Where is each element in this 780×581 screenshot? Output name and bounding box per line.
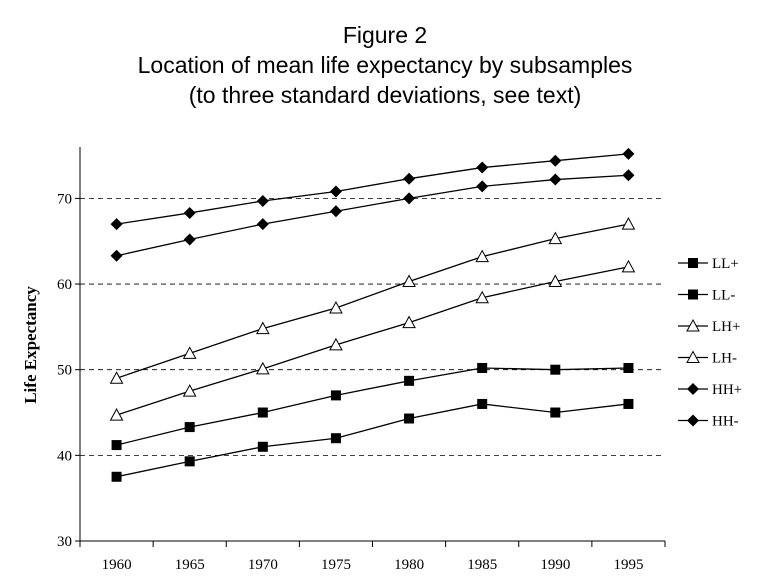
marker xyxy=(548,274,563,287)
marker xyxy=(477,362,488,373)
marker xyxy=(256,218,269,231)
x-tick-label: 1980 xyxy=(394,557,424,573)
marker xyxy=(404,375,415,386)
x-tick-label: 1965 xyxy=(175,557,205,573)
marker xyxy=(183,206,196,219)
marker xyxy=(110,249,123,262)
marker xyxy=(622,147,635,160)
series-line xyxy=(116,367,629,446)
legend-label: LH+ xyxy=(712,319,740,335)
marker xyxy=(623,398,634,409)
marker xyxy=(402,274,416,287)
legend-label: LL- xyxy=(712,288,735,304)
marker xyxy=(621,217,636,230)
marker xyxy=(111,440,122,451)
marker xyxy=(110,218,123,231)
marker xyxy=(403,172,416,185)
marker xyxy=(402,315,416,329)
legend-marker xyxy=(687,383,699,395)
marker xyxy=(403,192,416,205)
marker xyxy=(476,161,489,174)
marker xyxy=(549,173,562,186)
legend-marker xyxy=(688,289,698,300)
marker xyxy=(330,390,341,401)
marker xyxy=(109,371,124,384)
marker xyxy=(183,233,196,246)
x-tick-label: 1985 xyxy=(467,557,497,573)
marker xyxy=(256,194,269,207)
marker xyxy=(329,205,342,218)
legend-marker xyxy=(688,258,698,268)
legend-label: HH+ xyxy=(712,382,742,398)
marker xyxy=(550,407,561,418)
y-tick-label: 40 xyxy=(57,448,72,464)
x-tick-label: 1990 xyxy=(540,557,570,573)
marker xyxy=(182,346,197,359)
marker xyxy=(329,337,343,351)
marker xyxy=(257,407,268,418)
legend-label: LH- xyxy=(712,351,737,367)
legend-marker xyxy=(686,318,700,332)
marker xyxy=(184,456,195,467)
y-tick-label: 30 xyxy=(57,534,72,550)
y-tick-label: 70 xyxy=(57,191,72,207)
marker xyxy=(111,471,122,482)
marker xyxy=(182,384,197,397)
marker xyxy=(330,433,341,444)
marker xyxy=(477,398,488,409)
legend-label: LL+ xyxy=(712,256,739,272)
chart-subtitle: Location of mean life expectancy by subs… xyxy=(138,52,633,78)
series-line xyxy=(116,174,629,257)
marker xyxy=(329,300,343,314)
marker xyxy=(255,321,270,335)
y-tick-label: 60 xyxy=(57,277,72,293)
marker xyxy=(622,169,635,182)
series-line xyxy=(116,153,629,225)
marker xyxy=(623,362,634,373)
marker xyxy=(549,154,562,167)
marker xyxy=(475,290,490,304)
marker xyxy=(621,259,636,273)
chart-subtitle: (to three standard deviations, see text) xyxy=(189,82,582,108)
x-tick-label: 1970 xyxy=(248,557,278,573)
marker xyxy=(404,413,415,424)
series-line xyxy=(116,223,629,379)
legend-label: HH- xyxy=(712,414,739,430)
series-line xyxy=(116,266,629,416)
y-tick-label: 50 xyxy=(57,363,72,379)
y-axis-label: Life Expectancy xyxy=(21,286,40,404)
x-tick-label: 1995 xyxy=(613,557,643,573)
marker xyxy=(255,361,270,375)
marker xyxy=(109,408,124,421)
legend-marker xyxy=(687,414,699,427)
marker xyxy=(184,422,195,433)
chart-title: Figure 2 xyxy=(343,22,427,48)
marker xyxy=(329,185,342,198)
x-tick-label: 1975 xyxy=(321,557,351,573)
legend-marker xyxy=(686,350,700,363)
marker xyxy=(475,249,490,263)
marker xyxy=(257,441,268,452)
x-tick-label: 1960 xyxy=(102,557,132,573)
marker xyxy=(548,231,563,245)
marker xyxy=(476,180,489,193)
marker xyxy=(550,364,561,375)
series-line xyxy=(116,403,629,478)
